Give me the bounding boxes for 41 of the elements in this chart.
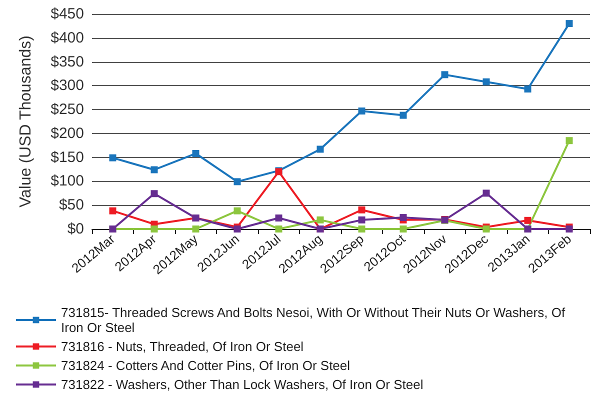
y-tick-label: $200 (50, 124, 84, 142)
point (566, 137, 573, 144)
y-tick-label: $450 (50, 6, 84, 22)
point (275, 226, 282, 232)
point (234, 207, 241, 214)
point (192, 150, 200, 158)
legend-label: 731822 - Washers, Other Than Lock Washers, Of Iron Or Steel (61, 377, 424, 392)
y-tick-label: $250 (50, 101, 84, 118)
point (358, 226, 366, 232)
point (150, 190, 158, 198)
point (316, 216, 324, 224)
point (150, 226, 158, 232)
y-tick-label: $300 (50, 77, 84, 94)
point (358, 206, 366, 214)
y-tick-label: $50 (58, 196, 84, 214)
point (566, 20, 573, 28)
legend-label: 731824 - Cotters And Cotter Pins, Of Iron Or Steel (61, 358, 350, 373)
point (400, 112, 407, 119)
legend-label: 731816 - Nuts, Threaded, Of Iron Or Steel (61, 339, 304, 354)
point (400, 226, 407, 232)
point (358, 107, 366, 114)
y-tick-label: $400 (50, 29, 84, 46)
point (109, 154, 116, 162)
point (275, 214, 282, 222)
point (524, 216, 532, 224)
point (234, 178, 241, 186)
point (150, 166, 158, 174)
y-tick-label: $150 (50, 148, 84, 166)
point (441, 71, 448, 78)
point (482, 78, 490, 86)
point (358, 216, 366, 224)
y-tick-label: $100 (50, 172, 84, 190)
point (524, 86, 532, 93)
point (316, 146, 324, 153)
point (109, 207, 116, 214)
y-tick-label: $0 (67, 220, 84, 238)
y-tick-label: $350 (50, 53, 84, 70)
y-axis-title: Value (USD Thousands) (18, 36, 34, 208)
legend-label: 731815- Threaded Screws And Bolts Nesoi, With Or Without Their Nuts Or Washers, Of Iron Or Steel (61, 305, 569, 335)
point (482, 190, 490, 197)
point (192, 226, 200, 232)
